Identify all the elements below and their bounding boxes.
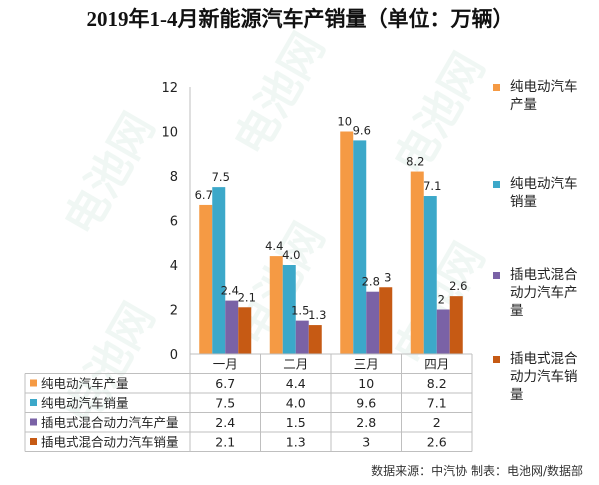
y-tick-label: 0	[170, 348, 178, 363]
x-tick-label: 一月	[213, 357, 238, 372]
bar	[295, 320, 309, 354]
y-tick-label: 10	[161, 126, 178, 141]
data-label: 8.2	[406, 155, 424, 169]
bar	[199, 204, 213, 354]
table-cell: 10	[358, 376, 374, 391]
table-cell: 2.6	[427, 435, 447, 450]
table-cell: 1.3	[286, 435, 306, 450]
bar	[410, 171, 424, 354]
y-tick-label: 12	[161, 81, 178, 96]
bar	[269, 256, 283, 354]
data-label: 2.8	[362, 275, 380, 289]
table-cell: 1.5	[286, 415, 306, 430]
data-label: 1.3	[308, 308, 326, 322]
table-cell: 8.2	[427, 376, 447, 391]
bar	[366, 291, 380, 354]
legend-label: 插电式混合 动力汽车产量	[510, 267, 578, 319]
table-series-name: 纯电动汽车产量	[41, 376, 129, 391]
table-series-name: 纯电动汽车销量	[41, 396, 129, 411]
bar	[212, 187, 226, 354]
x-tick-label: 三月	[354, 357, 379, 372]
bar	[282, 265, 296, 354]
table-legend-swatch	[30, 438, 37, 445]
table-cell: 3	[362, 435, 370, 450]
bar	[436, 309, 450, 354]
table-cell: 2.4	[215, 415, 235, 430]
table-cell: 2.1	[215, 435, 235, 450]
x-tick-label: 二月	[283, 357, 308, 372]
legend-swatch	[493, 356, 500, 363]
table-cell: 6.7	[215, 376, 235, 391]
table-cell: 4.0	[286, 396, 306, 411]
table-cell: 4.4	[286, 376, 306, 391]
bar	[379, 287, 393, 354]
data-label: 2	[438, 293, 445, 307]
legend-label: 纯电动汽车 产量	[510, 79, 578, 113]
data-label: 7.5	[212, 170, 230, 184]
legend-swatch	[493, 84, 500, 91]
y-tick-label: 4	[170, 259, 178, 274]
x-tick-label: 四月	[424, 357, 449, 372]
data-label: 2.1	[238, 290, 256, 304]
legend-swatch	[493, 181, 500, 188]
data-label: 10	[337, 115, 352, 129]
bar	[238, 307, 252, 354]
table-series-name: 插电式混合动力汽车产量	[41, 415, 179, 430]
table-series-name: 插电式混合动力汽车销量	[41, 435, 179, 450]
bar	[423, 196, 437, 354]
y-tick-label: 8	[170, 170, 178, 185]
bar	[353, 140, 367, 354]
table-cell: 2.8	[356, 415, 376, 430]
data-label: 3	[384, 270, 391, 284]
data-label: 2.6	[449, 279, 467, 293]
table-legend-swatch	[30, 379, 37, 387]
data-label: 2.4	[221, 284, 239, 298]
legend-swatch	[493, 272, 500, 279]
bar	[225, 300, 239, 354]
y-tick-label: 6	[170, 215, 178, 230]
data-label: 4.0	[282, 248, 300, 262]
legend-label: 插电式混合 动力汽车销量	[510, 351, 578, 403]
table-cell: 9.6	[356, 396, 376, 411]
data-label: 7.1	[423, 179, 441, 193]
bar	[308, 325, 322, 354]
table-cell: 7.1	[427, 396, 447, 411]
table-cell: 7.5	[215, 396, 235, 411]
data-label: 9.6	[353, 123, 371, 137]
source-note: 数据来源：中汽协 制表：电池网/数据部	[371, 464, 583, 478]
legend-label: 纯电动汽车 销量	[510, 176, 578, 210]
data-label: 6.7	[195, 188, 213, 202]
chart-title: 2019年1-4月新能源汽车产销量（单位：万辆）	[86, 7, 514, 31]
bar	[340, 131, 354, 354]
table-cell: 2	[433, 415, 441, 430]
data-label: 4.4	[265, 239, 283, 253]
table-legend-swatch	[30, 418, 37, 426]
table-legend-swatch	[30, 399, 37, 406]
bar	[449, 296, 463, 354]
data-label: 1.5	[291, 304, 309, 318]
y-tick-label: 2	[170, 304, 178, 319]
